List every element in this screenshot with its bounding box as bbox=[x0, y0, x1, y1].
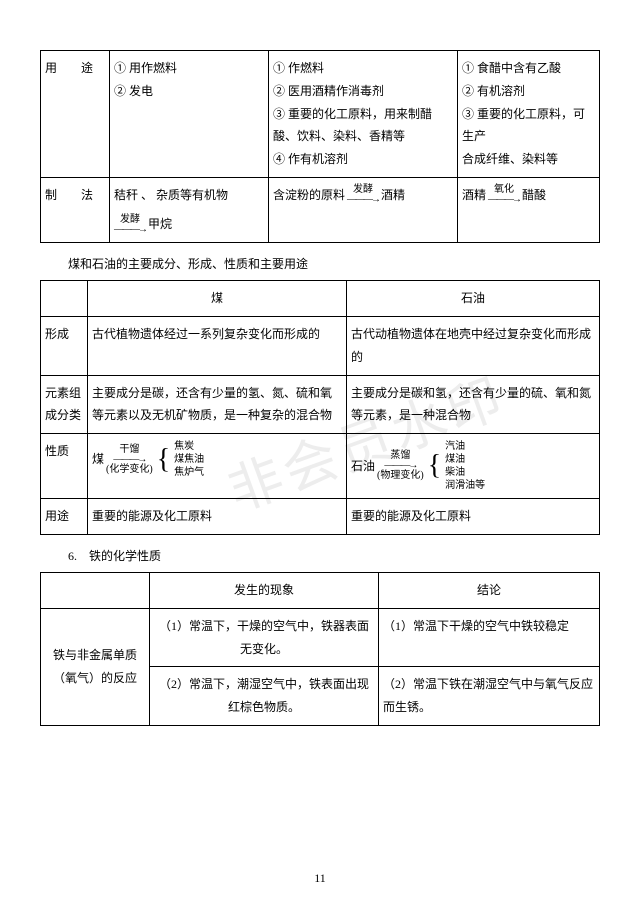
header: 煤 bbox=[88, 281, 347, 317]
table-row: 性质 煤 干馏 ———→ (化学变化) { 焦炭 煤焦油 焦炉气 bbox=[41, 434, 600, 499]
cell-label: 用 途 bbox=[41, 51, 110, 178]
table-row: 用 途 ① 用作燃料 ② 发电 ① 作燃料 ② 医用酒精作消毒剂 ③ 重要的化工… bbox=[41, 51, 600, 178]
arrow-label: (物理变化) bbox=[377, 471, 424, 481]
table-row: 元素组成分类 主要成分是碳，还含有少量的氢、氮、硫和氧等元素以及无机矿物质，是一… bbox=[41, 375, 600, 434]
cell: （2）常温下铁在潮湿空气中与氧气反应而生锈。 bbox=[379, 667, 600, 726]
page: 非会员水印 用 途 ① 用作燃料 ② 发电 ① 作燃料 ② 医用酒精作消毒剂 ③… bbox=[0, 0, 640, 906]
text: 润滑油等 bbox=[445, 479, 485, 492]
text: 焦炭 bbox=[174, 440, 204, 453]
table-row: 用途 重要的能源及化工原料 重要的能源及化工原料 bbox=[41, 499, 600, 535]
text: 醋酸 bbox=[522, 184, 546, 207]
text: ④ 作有机溶剂 bbox=[273, 148, 453, 171]
cell: ① 作燃料 ② 医用酒精作消毒剂 ③ 重要的化工原料，用来制醋 酸、饮料、染料、… bbox=[269, 51, 458, 178]
cell bbox=[41, 572, 150, 608]
text: ③ 重要的化工原料，可生产 bbox=[462, 103, 595, 149]
reaction-arrow: 酒精 氧化 ———→ 醋酸 bbox=[462, 184, 546, 207]
table-row: 形成 古代植物遗体经过一系列复杂变化而形成的 古代动植物遗体在地壳中经过复杂变化… bbox=[41, 316, 600, 375]
page-number: 11 bbox=[0, 871, 640, 886]
text: 酒精 bbox=[381, 184, 405, 207]
cell: 主要成分是碳，还含有少量的氢、氮、硫和氧等元素以及无机矿物质，是一种复杂的混合物 bbox=[88, 375, 347, 434]
text: 焦炉气 bbox=[174, 466, 204, 479]
text: 煤 bbox=[92, 448, 104, 471]
table-uses: 用 途 ① 用作燃料 ② 发电 ① 作燃料 ② 医用酒精作消毒剂 ③ 重要的化工… bbox=[40, 50, 600, 243]
text: 秸秆 、 杂质等有机物 bbox=[114, 184, 264, 207]
text: ② 医用酒精作消毒剂 bbox=[273, 80, 453, 103]
cell: ① 食醋中含有乙酸 ② 有机溶剂 ③ 重要的化工原料，可生产 合成纤维、染料等 bbox=[458, 51, 600, 178]
cell: ① 用作燃料 ② 发电 bbox=[110, 51, 269, 178]
table-row: 铁与非金属单质（氧气）的反应 （1）常温下，干燥的空气中，铁器表面无变化。 （1… bbox=[41, 608, 600, 667]
text: ① 食醋中含有乙酸 bbox=[462, 57, 595, 80]
text: 柴油 bbox=[445, 466, 485, 479]
reaction-diagram: 煤 干馏 ———→ (化学变化) { 焦炭 煤焦油 焦炉气 bbox=[92, 440, 204, 479]
text: 甲烷 bbox=[148, 213, 172, 236]
table-row: 制 法 秸秆 、 杂质等有机物 发酵 ———→ 甲烷 含淀粉的原料 发酵 ———… bbox=[41, 177, 600, 242]
cell: 煤 干馏 ———→ (化学变化) { 焦炭 煤焦油 焦炉气 bbox=[88, 434, 347, 499]
cell: 酒精 氧化 ———→ 醋酸 bbox=[458, 177, 600, 242]
reaction-arrow: 发酵 ———→ 甲烷 bbox=[114, 213, 172, 236]
table-coal-oil: 煤 石油 形成 古代植物遗体经过一系列复杂变化而形成的 古代动植物遗体在地壳中经… bbox=[40, 280, 600, 535]
text: ① 作燃料 bbox=[273, 57, 453, 80]
cell-label: 用途 bbox=[41, 499, 88, 535]
cell: （1）常温下干燥的空气中铁较稳定 bbox=[379, 608, 600, 667]
cell: （1）常温下，干燥的空气中，铁器表面无变化。 bbox=[150, 608, 379, 667]
section-title: 6. 铁的化学性质 bbox=[68, 547, 600, 564]
cell: （2）常温下，潮湿空气中，铁表面出现红棕色物质。 bbox=[150, 667, 379, 726]
cell-label: 元素组成分类 bbox=[41, 375, 88, 434]
cell: 古代植物遗体经过一系列复杂变化而形成的 bbox=[88, 316, 347, 375]
header: 发生的现象 bbox=[150, 572, 379, 608]
text: ③ 重要的化工原料，用来制醋 bbox=[273, 103, 453, 126]
cell-label: 制 法 bbox=[41, 177, 110, 242]
cell: 重要的能源及化工原料 bbox=[347, 499, 600, 535]
cell-label: 铁与非金属单质（氧气）的反应 bbox=[41, 608, 150, 725]
table-row: 发生的现象 结论 bbox=[41, 572, 600, 608]
cell bbox=[41, 281, 88, 317]
text: ② 有机溶剂 bbox=[462, 80, 595, 103]
text: ① 用作燃料 bbox=[114, 57, 264, 80]
text: 石油 bbox=[351, 455, 375, 478]
cell: 古代动植物遗体在地壳中经过复杂变化而形成的 bbox=[347, 316, 600, 375]
text: 合成纤维、染料等 bbox=[462, 148, 595, 171]
text: 酒精 bbox=[462, 184, 486, 207]
text: 酸、饮料、染料、香精等 bbox=[273, 125, 453, 148]
text: 汽油 bbox=[445, 440, 485, 453]
arrow-label: (化学变化) bbox=[106, 465, 153, 475]
cell: 主要成分是碳和氢，还含有少量的硫、氧和氮等元素，是一种混合物 bbox=[347, 375, 600, 434]
table-iron: 发生的现象 结论 铁与非金属单质（氧气）的反应 （1）常温下，干燥的空气中，铁器… bbox=[40, 572, 600, 726]
cell: 秸秆 、 杂质等有机物 发酵 ———→ 甲烷 bbox=[110, 177, 269, 242]
caption: 煤和石油的主要成分、形成、性质和主要用途 bbox=[68, 255, 600, 272]
cell-label: 性质 bbox=[41, 434, 88, 499]
text: 煤焦油 bbox=[174, 453, 204, 466]
text: 含淀粉的原料 bbox=[273, 184, 345, 207]
text: ② 发电 bbox=[114, 80, 264, 103]
cell: 石油 蒸馏 ———→ (物理变化) { 汽油 煤油 柴油 润滑油等 bbox=[347, 434, 600, 499]
text: 煤油 bbox=[445, 453, 485, 466]
table-row: 煤 石油 bbox=[41, 281, 600, 317]
cell: 含淀粉的原料 发酵 ———→ 酒精 bbox=[269, 177, 458, 242]
reaction-diagram: 石油 蒸馏 ———→ (物理变化) { 汽油 煤油 柴油 润滑油等 bbox=[351, 440, 485, 492]
header: 结论 bbox=[379, 572, 600, 608]
header: 石油 bbox=[347, 281, 600, 317]
cell-label: 形成 bbox=[41, 316, 88, 375]
reaction-arrow: 含淀粉的原料 发酵 ———→ 酒精 bbox=[273, 184, 405, 207]
cell: 重要的能源及化工原料 bbox=[88, 499, 347, 535]
